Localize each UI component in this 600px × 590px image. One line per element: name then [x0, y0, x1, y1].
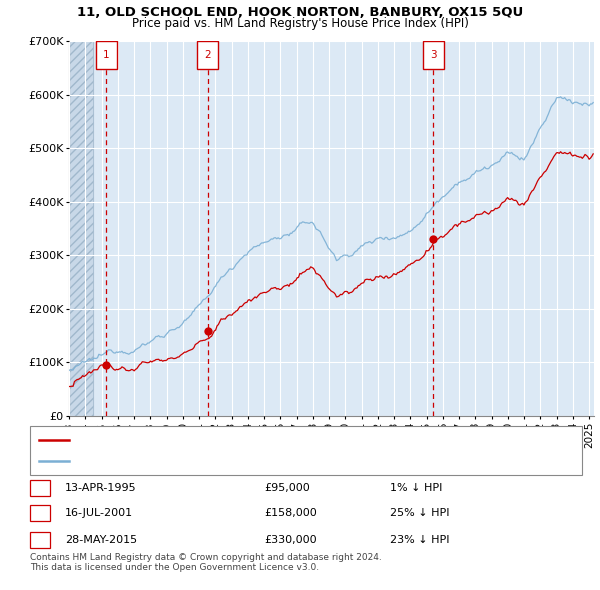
Text: 1: 1 [103, 50, 110, 60]
Text: 2: 2 [37, 509, 43, 518]
Text: Contains HM Land Registry data © Crown copyright and database right 2024.: Contains HM Land Registry data © Crown c… [30, 553, 382, 562]
Bar [69, 41, 94, 416]
FancyBboxPatch shape [197, 41, 218, 69]
Text: 13-APR-1995: 13-APR-1995 [65, 483, 136, 493]
Text: 3: 3 [430, 50, 437, 60]
Text: 28-MAY-2015: 28-MAY-2015 [65, 535, 137, 545]
FancyBboxPatch shape [422, 41, 444, 69]
Text: 25% ↓ HPI: 25% ↓ HPI [390, 509, 449, 518]
Text: £95,000: £95,000 [264, 483, 310, 493]
Text: 11, OLD SCHOOL END, HOOK NORTON, BANBURY, OX15 5QU: 11, OLD SCHOOL END, HOOK NORTON, BANBURY… [77, 6, 523, 19]
Text: 3: 3 [37, 535, 43, 545]
Text: Price paid vs. HM Land Registry's House Price Index (HPI): Price paid vs. HM Land Registry's House … [131, 17, 469, 30]
Text: 11, OLD SCHOOL END, HOOK NORTON, BANBURY, OX15 5QU (detached house): 11, OLD SCHOOL END, HOOK NORTON, BANBURY… [75, 435, 486, 445]
Bar [69, 41, 94, 416]
Text: This data is licensed under the Open Government Licence v3.0.: This data is licensed under the Open Gov… [30, 563, 319, 572]
Text: HPI: Average price, detached house, Cherwell: HPI: Average price, detached house, Cher… [75, 456, 314, 466]
Text: 1: 1 [37, 483, 43, 493]
Text: 23% ↓ HPI: 23% ↓ HPI [390, 535, 449, 545]
Text: £330,000: £330,000 [264, 535, 317, 545]
Text: £158,000: £158,000 [264, 509, 317, 518]
Text: 1% ↓ HPI: 1% ↓ HPI [390, 483, 442, 493]
FancyBboxPatch shape [95, 41, 117, 69]
Text: 2: 2 [205, 50, 211, 60]
Text: 16-JUL-2001: 16-JUL-2001 [65, 509, 133, 518]
